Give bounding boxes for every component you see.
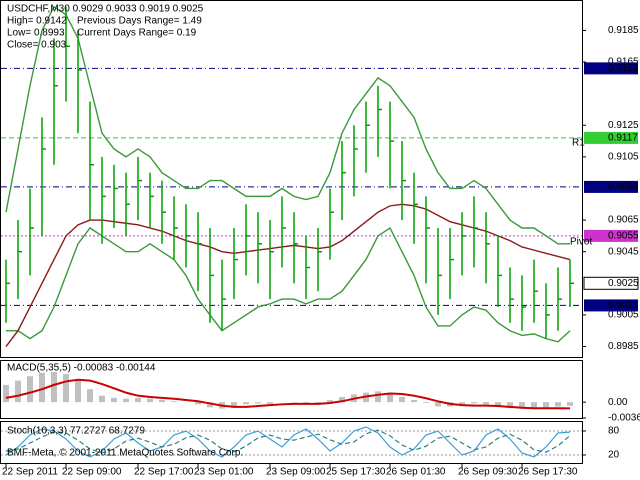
- histogram-bar: [135, 397, 141, 403]
- histogram-bar: [411, 399, 417, 403]
- x-tick-label: 22 Sep 2011: [2, 467, 58, 478]
- info-text: Previous Days Range= 1.49: [77, 16, 202, 27]
- histogram-bar: [159, 399, 165, 403]
- histogram-bar: [495, 402, 501, 407]
- histogram-bar: [171, 401, 177, 403]
- chart-title: USDCHF,M30 0.9029 0.9033 0.9019 0.9025: [7, 4, 204, 15]
- y-tick-label: 0.9165: [608, 57, 639, 68]
- histogram-bar: [435, 402, 441, 407]
- histogram-bar: [147, 398, 153, 403]
- level-tag: [584, 229, 638, 242]
- panel-title: Stoch(10,3,3) 77.2727 68.7279: [7, 426, 145, 437]
- histogram-bar: [423, 402, 429, 404]
- level-tag: [583, 276, 639, 290]
- y-tick-label: 0.9105: [608, 152, 639, 163]
- stoch-line: [5, 429, 571, 454]
- macd-panel: [0, 360, 583, 419]
- y-tick-label: 80: [608, 426, 620, 437]
- price-plot: [1, 5, 582, 347]
- histogram-bar: [471, 402, 477, 404]
- stoch-line: [5, 426, 571, 458]
- level-label: 0.9025: [608, 278, 639, 289]
- histogram-bar: [543, 402, 549, 409]
- info-text: Low= 0.8993: [7, 28, 65, 39]
- y-tick-label: 0.9065: [608, 215, 639, 226]
- y-tick-label: 0.9125: [608, 120, 639, 131]
- histogram-bar: [15, 380, 21, 403]
- annotation: Pivot: [570, 237, 592, 248]
- x-tick-label: 23 Sep 09:00: [266, 467, 326, 478]
- histogram-bar: [231, 402, 237, 407]
- indicator-line: [5, 5, 570, 245]
- panel-title: MACD(5,35,5) -0.00083 -0.00144: [7, 363, 156, 374]
- level-label: 0.9161: [608, 63, 639, 74]
- level-label: 0.9086: [608, 182, 639, 193]
- histogram-bar: [327, 399, 333, 403]
- histogram-bar: [507, 402, 513, 409]
- histogram-bar: [111, 397, 117, 403]
- y-tick-label: 0.8985: [608, 341, 639, 352]
- level-tag: [584, 131, 638, 144]
- y-tick-label: 0.9045: [608, 246, 639, 257]
- y-tick-label: 0.00: [608, 397, 628, 408]
- histogram-bar: [195, 402, 201, 405]
- histogram-bar: [567, 402, 573, 406]
- x-tick-label: 26 Sep 17:30: [518, 467, 578, 478]
- stoch-panel: [0, 421, 583, 464]
- histogram-bar: [75, 380, 81, 403]
- level-label: 0.9011: [608, 300, 638, 311]
- histogram-bar: [339, 396, 345, 403]
- histogram-bar: [483, 402, 489, 405]
- indicator-line: [6, 226, 571, 343]
- histogram-bar: [243, 402, 249, 405]
- histogram-bar: [51, 371, 57, 403]
- price-panel: [0, 0, 583, 358]
- histogram-bar: [99, 395, 105, 403]
- x-tick-label: 22 Sep 17:00: [134, 467, 194, 478]
- histogram-bar: [27, 376, 33, 403]
- level-tag: [584, 299, 638, 312]
- histogram-bar: [255, 402, 261, 404]
- y-tick-label: 20: [608, 450, 620, 461]
- histogram-bar: [123, 398, 129, 403]
- histogram-bar: [459, 402, 465, 405]
- info-text: Close= 0.903: [7, 40, 67, 51]
- histogram-bar: [531, 402, 537, 408]
- histogram-bar: [315, 402, 321, 404]
- y-tick-label: -0.00367: [608, 413, 640, 424]
- x-tick-label: 26 Sep 01:30: [386, 467, 446, 478]
- level-tag: [584, 180, 638, 193]
- histogram-bar: [519, 402, 525, 409]
- x-tick-label: 25 Sep 17:30: [326, 467, 386, 478]
- info-text: Current Days Range= 0.19: [77, 28, 197, 39]
- info-text: High= 0.9142: [7, 16, 67, 27]
- footer: BMF-Meta, © 2001-2011 MetaQuotes Softwar…: [7, 448, 243, 459]
- histogram-bar: [39, 372, 45, 403]
- histogram-bar: [399, 396, 405, 403]
- histogram-bar: [267, 402, 273, 404]
- histogram-bar: [87, 389, 93, 403]
- histogram-bar: [375, 391, 381, 403]
- level-tag: [584, 62, 638, 75]
- histogram-bar: [63, 374, 69, 403]
- y-tick-label: 0.9005: [608, 310, 639, 321]
- level-label: 0.9055: [608, 231, 639, 242]
- histogram-bar: [207, 402, 213, 408]
- y-tick-label: 0.9185: [608, 25, 639, 36]
- level-label: 0.9117: [608, 133, 638, 144]
- histogram-bar: [3, 384, 9, 403]
- histogram-bar: [555, 402, 561, 407]
- signal-line: [5, 378, 571, 410]
- x-tick-label: 23 Sep 01:00: [194, 467, 254, 478]
- x-tick-label: 22 Sep 09:00: [62, 467, 122, 478]
- x-tick-label: 26 Sep 09:30: [458, 467, 518, 478]
- annotation: R1: [572, 138, 585, 149]
- histogram-bar: [387, 393, 393, 403]
